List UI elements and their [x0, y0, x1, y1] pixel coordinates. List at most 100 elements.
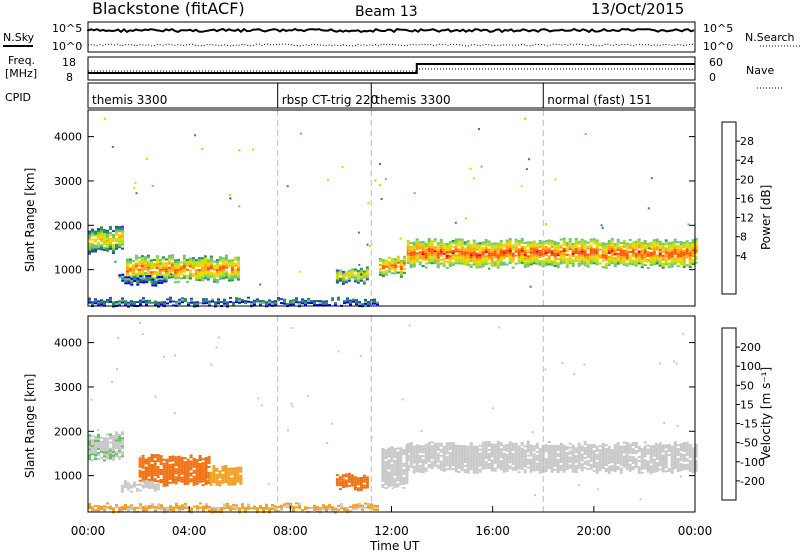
- data-cell: [673, 260, 677, 263]
- data-cell: [646, 444, 650, 447]
- data-cell: [239, 468, 243, 471]
- data-cell: [640, 256, 644, 259]
- data-cell: [194, 275, 198, 278]
- data-cell: [396, 255, 400, 258]
- data-cell: [610, 457, 614, 460]
- data-cell: [601, 451, 605, 453]
- data-cell: [298, 504, 301, 507]
- data-cell: [520, 261, 524, 264]
- data-cell: [381, 460, 385, 462]
- data-cell: [691, 465, 695, 468]
- data-cell: [171, 477, 175, 480]
- data-cell: [619, 453, 623, 456]
- data-cell: [208, 507, 211, 510]
- data-cell: [496, 266, 500, 269]
- data-cell: [390, 470, 394, 473]
- data-cell: [679, 453, 683, 456]
- data-cell: [613, 470, 617, 473]
- data-cell: [133, 508, 136, 511]
- data-cell: [559, 262, 563, 265]
- data-cell: [384, 457, 388, 460]
- data-cell: [607, 246, 611, 248]
- data-cell: [445, 448, 449, 451]
- data-cell: [625, 455, 629, 458]
- data-cell: [197, 265, 201, 268]
- data-cell: [393, 449, 397, 452]
- data-cell: [100, 440, 103, 443]
- data-cell: [586, 448, 590, 451]
- data-cell: [182, 266, 186, 269]
- data-cell: [595, 263, 599, 266]
- data-cell: [158, 270, 162, 273]
- data-cell: [198, 463, 202, 465]
- data-cell: [192, 483, 196, 486]
- data-cell: [130, 300, 133, 303]
- data-cell: [565, 468, 569, 471]
- data-cell: [100, 436, 103, 439]
- data-cell: [156, 454, 160, 457]
- data-cell: [415, 446, 419, 449]
- data-cell: [571, 468, 575, 471]
- data-cell: [592, 262, 596, 265]
- data-cell: [448, 466, 452, 469]
- data-cell: [667, 468, 671, 470]
- data-cell: [547, 259, 551, 262]
- data-cell: [457, 460, 461, 463]
- data-cell: [640, 264, 644, 267]
- data-cell: [610, 467, 614, 470]
- data-cell: [183, 473, 187, 476]
- data-cell: [601, 252, 605, 255]
- data-cell: [556, 465, 560, 467]
- data-cell: [131, 272, 135, 275]
- data-cell: [433, 448, 437, 451]
- data-cell: [538, 455, 542, 458]
- data-cell: [162, 468, 166, 471]
- data-cell: [430, 256, 434, 259]
- data-cell: [97, 242, 100, 244]
- data-cell: [223, 503, 226, 506]
- data-cell: [103, 441, 106, 444]
- data-cell: [583, 258, 587, 261]
- data-cell: [192, 469, 196, 472]
- data-cell: [682, 454, 686, 456]
- data-cell: [640, 465, 644, 468]
- data-cell: [463, 241, 467, 244]
- data-cell: [118, 455, 121, 458]
- data-cell: [130, 302, 133, 305]
- data-cell: [595, 463, 599, 466]
- data-cell: [520, 245, 524, 248]
- data-cell: [221, 481, 225, 484]
- data-cell: [124, 276, 128, 279]
- data-cell: [613, 464, 617, 467]
- data-cell: [182, 264, 186, 267]
- data-cell: [353, 278, 357, 281]
- data-cell: [433, 454, 437, 457]
- data-cell: [661, 458, 665, 461]
- data-cell: [184, 502, 187, 505]
- data-cell: [616, 246, 620, 249]
- data-cell: [387, 465, 391, 468]
- noise-tick-low-right: 10^0: [703, 40, 733, 53]
- data-cell: [592, 454, 596, 456]
- data-cell: [607, 459, 611, 462]
- data-point: [413, 192, 416, 194]
- data-cell: [601, 244, 605, 247]
- data-cell: [586, 241, 590, 244]
- data-cell: [94, 248, 97, 251]
- data-cell: [652, 444, 656, 447]
- data-cell: [412, 445, 416, 448]
- data-cell: [619, 261, 623, 264]
- data-cell: [493, 254, 497, 257]
- data-cell: [121, 239, 124, 242]
- data-cell: [396, 271, 400, 274]
- data-cell: [571, 458, 575, 461]
- data-cell: [121, 297, 124, 300]
- data-cell: [649, 264, 653, 266]
- data-cell: [559, 457, 563, 459]
- data-cell: [502, 261, 506, 264]
- data-cell: [655, 254, 659, 257]
- data-cell: [442, 467, 446, 470]
- data-cell: [418, 243, 422, 246]
- data-cell: [655, 444, 659, 447]
